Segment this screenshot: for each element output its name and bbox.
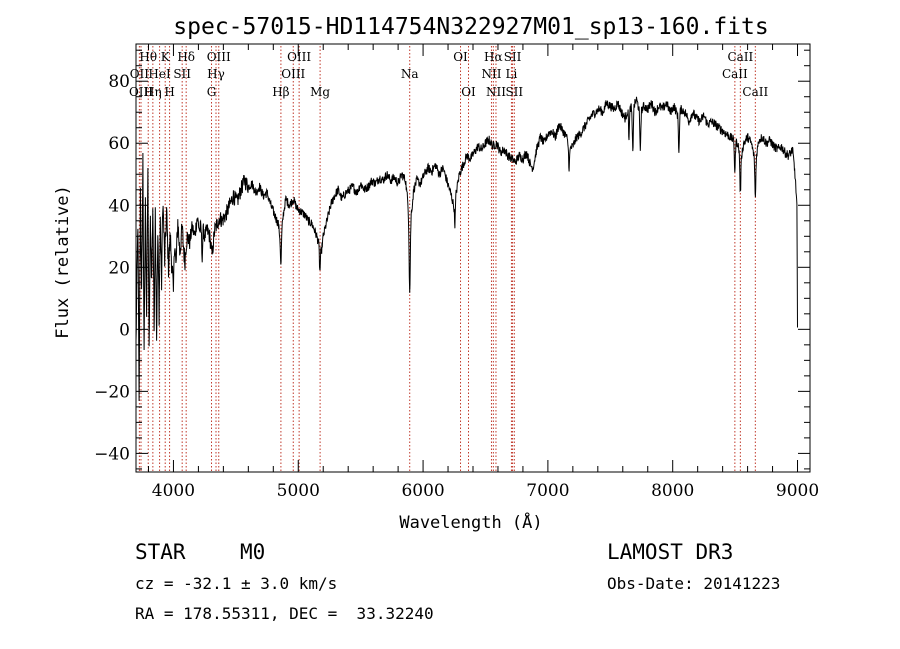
y-tick-label: 80 — [108, 72, 130, 92]
line-label-8: H — [164, 85, 174, 99]
x-tick-label: 4000 — [152, 481, 195, 501]
line-label-20: SII — [504, 50, 522, 64]
line-label-18: OI — [461, 85, 476, 99]
line-label-15: Mg — [310, 85, 330, 99]
line-label-19: Hα — [484, 50, 503, 64]
object-class: STAR — [135, 540, 186, 564]
x-tick-label: 5000 — [277, 481, 320, 501]
object-subclass: M0 — [240, 540, 266, 564]
x-tick-label: 8000 — [651, 481, 694, 501]
line-label-1: OII — [130, 67, 150, 81]
line-label-22: Li — [506, 67, 518, 81]
plot-frame — [135, 43, 811, 473]
line-label-14: Hβ — [272, 85, 289, 99]
line-label-10: Hγ — [207, 67, 225, 81]
line-label-5: Hη — [144, 85, 162, 99]
y-axis-label: Flux (relative) — [53, 185, 73, 339]
line-label-26: CaII — [722, 67, 748, 81]
coordinates: RA = 178.55311, DEC = 33.32240 — [135, 604, 434, 623]
y-tick-label: 40 — [108, 196, 130, 216]
y-tick-label: −20 — [94, 382, 130, 402]
x-axis-label: Wavelength (Å) — [399, 511, 542, 533]
line-label-7: SII — [173, 67, 191, 81]
x-tick-label: 9000 — [776, 481, 819, 501]
y-tick-label: 60 — [108, 134, 130, 154]
survey-name: LAMOST DR3 — [607, 540, 734, 564]
y-tick-label: 0 — [119, 320, 130, 340]
observation-date: Obs-Date: 20141223 — [607, 574, 781, 593]
y-tick-label: 20 — [108, 258, 130, 278]
line-label-27: CaII — [742, 85, 768, 99]
line-label-3: K — [161, 50, 171, 64]
line-label-12: OIII — [287, 50, 311, 64]
line-label-17: OI — [453, 50, 468, 64]
line-label-13: OIII — [281, 67, 305, 81]
flux-spectrum-line — [135, 96, 798, 401]
line-label-23: NII — [486, 85, 506, 99]
line-label-25: CaII — [727, 50, 753, 64]
plot-area: 4000 5000 6000 7000 8000 9000 −40 −20 0 20 40 60 80 H… — [94, 43, 819, 501]
line-label-4: HeI — [148, 67, 171, 81]
line-label-2: OIII — [129, 85, 153, 99]
line-label-16: Na — [401, 67, 419, 81]
line-label-24: SII — [505, 85, 523, 99]
x-tick-label: 6000 — [401, 481, 444, 501]
redshift-value: cz = -32.1 ± 3.0 km/s — [135, 574, 338, 593]
chart-title: spec-57015-HD114754N322927M01_sp13-160.f… — [173, 14, 768, 40]
y-tick-label: −40 — [94, 444, 130, 464]
line-label-0: Hθ — [139, 50, 157, 64]
x-tick-label: 7000 — [526, 481, 569, 501]
line-label-9: OIII — [207, 50, 231, 64]
line-label-6: Hδ — [177, 50, 195, 64]
line-label-11: G — [207, 85, 217, 99]
line-label-21: NII — [481, 67, 501, 81]
